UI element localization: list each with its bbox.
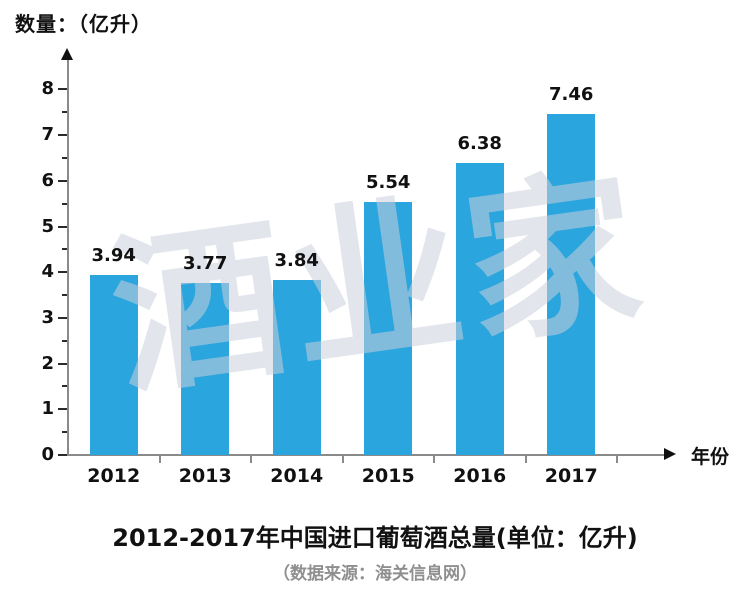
x-axis-line — [67, 454, 664, 456]
x-axis-tick — [250, 456, 252, 463]
x-axis-title: 年份 — [691, 446, 730, 468]
y-axis-major-tick — [58, 179, 67, 182]
x-axis-tick — [616, 456, 618, 463]
bar-2013 — [181, 283, 230, 455]
bar-2016 — [455, 163, 504, 455]
y-axis-tick-label: 4 — [41, 261, 54, 283]
bar-2014 — [272, 280, 321, 455]
y-axis-tick-label: 3 — [41, 306, 54, 328]
y-axis-minor-tick — [62, 385, 67, 388]
y-axis-tick-label: 6 — [41, 169, 54, 191]
y-axis-major-tick — [58, 225, 67, 228]
x-axis-category-label: 2015 — [361, 465, 415, 487]
y-axis-minor-tick — [62, 294, 67, 297]
x-axis-tick — [158, 456, 161, 463]
bar-value-label: 3.77 — [183, 253, 228, 274]
y-axis-minor-tick — [62, 431, 67, 434]
x-axis-arrow-icon — [664, 448, 676, 460]
y-axis-major-tick — [58, 408, 67, 411]
bar-value-label: 7.46 — [549, 84, 594, 105]
y-axis-arrow-icon — [61, 48, 73, 60]
y-axis-unit-label: 数量：（亿升） — [15, 12, 152, 36]
y-axis-tick-label: 8 — [41, 78, 54, 100]
y-axis-major-tick — [58, 454, 67, 456]
x-axis-category-label: 2016 — [453, 465, 507, 487]
x-axis-tick — [341, 456, 344, 463]
x-axis-category-label: 2014 — [270, 465, 324, 487]
x-axis-category-label: 2012 — [87, 465, 141, 487]
y-axis-major-tick — [58, 134, 67, 137]
chart-title: 2012-2017年中国进口葡萄酒总量(单位：亿升) — [112, 524, 638, 552]
bar-2017 — [547, 114, 596, 455]
y-axis-tick-label: 0 — [41, 444, 54, 465]
y-axis-tick-label: 5 — [41, 215, 54, 237]
x-axis-category-label: 2017 — [544, 465, 598, 487]
bar-value-label: 5.54 — [366, 172, 411, 193]
y-axis-minor-tick — [62, 111, 67, 114]
data-source-note: （数据来源：海关信息网） — [273, 564, 477, 584]
x-axis-tick — [433, 456, 435, 463]
bar-value-label: 6.38 — [457, 133, 502, 154]
y-axis-minor-tick — [62, 156, 67, 159]
bar-2012 — [89, 275, 138, 455]
y-axis-minor-tick — [62, 202, 67, 205]
y-axis-tick-label: 2 — [41, 352, 54, 374]
y-axis-line — [67, 58, 69, 456]
bar-value-label: 3.94 — [91, 245, 136, 266]
x-axis-tick — [524, 456, 527, 463]
y-axis-major-tick — [58, 316, 67, 319]
y-axis-minor-tick — [62, 339, 67, 342]
y-axis-major-tick — [58, 271, 67, 274]
y-axis-major-tick — [58, 362, 67, 365]
x-axis-category-label: 2013 — [178, 465, 232, 487]
y-axis-major-tick — [58, 88, 67, 91]
y-axis-tick-label: 7 — [41, 124, 54, 146]
y-axis-tick-label: 1 — [41, 398, 54, 420]
y-axis-minor-tick — [62, 248, 67, 251]
bar-value-label: 3.84 — [274, 250, 319, 271]
bar-2015 — [364, 202, 413, 455]
